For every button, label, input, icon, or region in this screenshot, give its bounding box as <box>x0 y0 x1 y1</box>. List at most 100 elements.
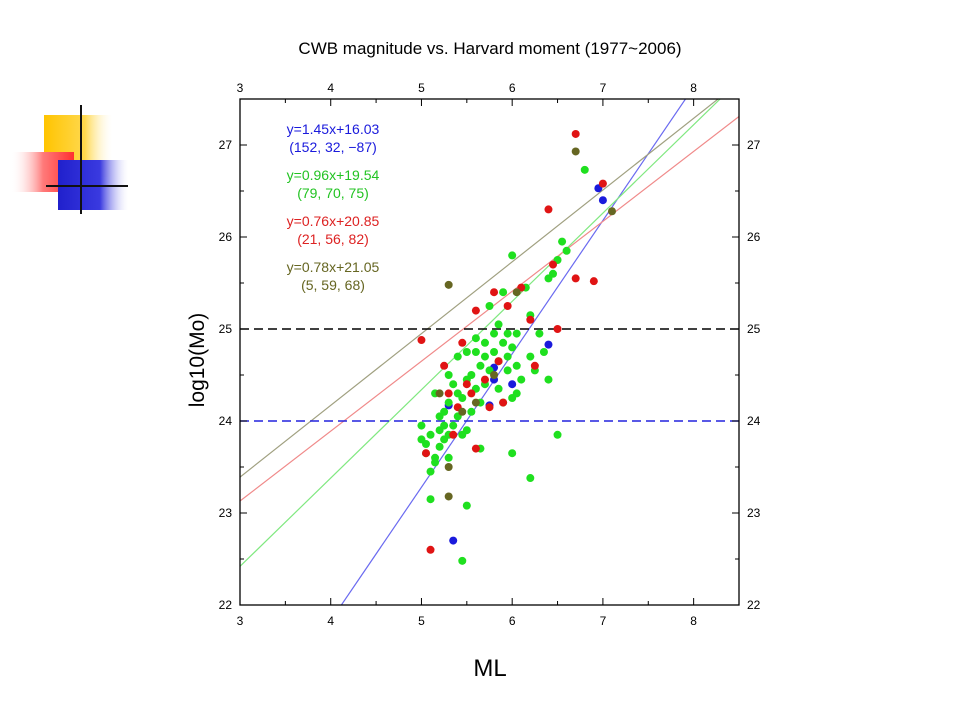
point-s2-14 <box>444 398 453 407</box>
y-tick-label-right: 23 <box>747 506 761 520</box>
point-s2-31 <box>471 334 480 343</box>
point-s3-5 <box>444 389 453 398</box>
point-s2-7 <box>431 458 440 467</box>
point-s2-35 <box>480 352 489 361</box>
point-s2-52 <box>512 361 521 370</box>
y-tick-label-right: 25 <box>747 322 761 336</box>
annotation-equation-2: y=0.96x+19.54 <box>287 167 380 183</box>
point-s2-61 <box>544 375 553 384</box>
point-s2-36 <box>480 338 489 347</box>
point-s3-3 <box>426 545 435 554</box>
point-s2-46 <box>503 352 512 361</box>
point-s3-9 <box>462 380 471 389</box>
point-s3-2 <box>421 449 430 458</box>
point-s3-1 <box>417 336 426 345</box>
point-s2-23 <box>458 394 467 402</box>
y-tick-label-left: 23 <box>219 506 233 520</box>
annotation-params-3: (21, 56, 82) <box>297 231 369 247</box>
point-s2-11 <box>440 407 449 416</box>
point-s3-18 <box>503 302 512 310</box>
point-s2-48 <box>508 343 517 352</box>
annotation-equation-1: y=1.45x+16.03 <box>287 121 380 137</box>
y-tick-label-left: 24 <box>219 414 233 428</box>
y-tick-label-right: 27 <box>747 138 761 152</box>
point-s2-12 <box>440 421 449 430</box>
annotation-equation-3: y=0.76x+20.85 <box>287 213 380 229</box>
point-s3-22 <box>544 205 553 214</box>
point-s3-21 <box>530 361 539 370</box>
point-s2-70 <box>462 501 471 510</box>
annotation-params-2: (79, 70, 75) <box>297 185 369 201</box>
x-tick-label-top: 3 <box>237 81 244 95</box>
point-s3-24 <box>553 325 562 333</box>
point-s1-6 <box>544 340 553 349</box>
point-s4-2 <box>444 463 453 471</box>
point-s2-79 <box>512 389 521 398</box>
point-s2-69 <box>580 165 589 174</box>
annotation-params-1: (152, 32, −87) <box>289 139 377 155</box>
point-s3-15 <box>490 288 499 297</box>
point-s3-11 <box>471 306 480 315</box>
point-s2-18 <box>449 421 458 430</box>
point-s1-9 <box>449 536 458 545</box>
point-s4-10 <box>607 207 616 216</box>
point-s2-44 <box>499 338 508 347</box>
fit-line-2 <box>240 99 721 567</box>
point-s2-73 <box>444 453 453 462</box>
y-tick-label-right: 24 <box>747 414 761 428</box>
plot-frame <box>239 98 740 606</box>
x-tick-label-top: 5 <box>418 81 425 95</box>
x-axis-label: ML <box>473 655 506 682</box>
point-s2-71 <box>458 556 467 565</box>
point-s2-65 <box>558 237 567 246</box>
point-s2-59 <box>535 329 544 338</box>
point-s1-5 <box>508 380 517 389</box>
point-s2-72 <box>426 467 435 476</box>
point-s2-63 <box>549 269 558 278</box>
y-tick-label-left: 26 <box>219 230 233 244</box>
y-tick-label-left: 22 <box>219 598 233 612</box>
point-s2-15 <box>444 371 453 379</box>
x-tick-label-bottom: 4 <box>327 614 334 628</box>
chart-title: CWB magnitude vs. Harvard moment (1977~2… <box>298 39 681 58</box>
point-s4-9 <box>571 147 580 156</box>
point-s2-28 <box>467 407 476 416</box>
x-tick-label-top: 8 <box>690 81 697 95</box>
point-s3-12 <box>471 444 480 453</box>
point-s4-3 <box>444 492 453 501</box>
x-tick-label-bottom: 6 <box>509 614 516 628</box>
point-s3-25 <box>571 274 580 283</box>
point-s3-23 <box>549 260 558 269</box>
x-tick-label-bottom: 8 <box>690 614 697 628</box>
point-s2-30 <box>471 348 480 356</box>
y-tick-label-left: 25 <box>219 322 233 336</box>
x-tick-label-top: 6 <box>509 81 516 95</box>
annotations: y=1.45x+16.03 (152, 32, −87) y=0.96x+19.54… <box>287 121 380 293</box>
y-tick-label-left: 27 <box>219 138 233 152</box>
point-s2-53 <box>512 329 521 338</box>
point-s2-47 <box>503 329 512 338</box>
point-s2-51 <box>508 449 517 458</box>
point-s3-17 <box>499 398 508 407</box>
x-tick-label-top: 7 <box>600 81 607 95</box>
annotation-params-4: (5, 59, 68) <box>301 277 365 293</box>
x-tick-label-bottom: 7 <box>600 614 607 628</box>
point-s2-25 <box>462 348 471 356</box>
point-s3-26 <box>589 277 598 286</box>
point-s2-74 <box>417 435 426 444</box>
point-s2-66 <box>562 246 571 255</box>
point-s3-6 <box>449 430 458 439</box>
point-s2-50 <box>508 251 517 260</box>
y-tick-label-right: 22 <box>747 598 761 612</box>
point-s2-1 <box>417 421 426 430</box>
point-s3-20 <box>526 315 535 324</box>
point-s4-4 <box>435 389 444 398</box>
point-s3-27 <box>571 129 580 138</box>
y-axis-label: log10(Mo) <box>186 313 209 408</box>
point-s4-8 <box>512 288 521 297</box>
point-s2-40 <box>490 348 499 356</box>
point-s3-10 <box>467 389 476 398</box>
point-s2-20 <box>453 352 462 361</box>
